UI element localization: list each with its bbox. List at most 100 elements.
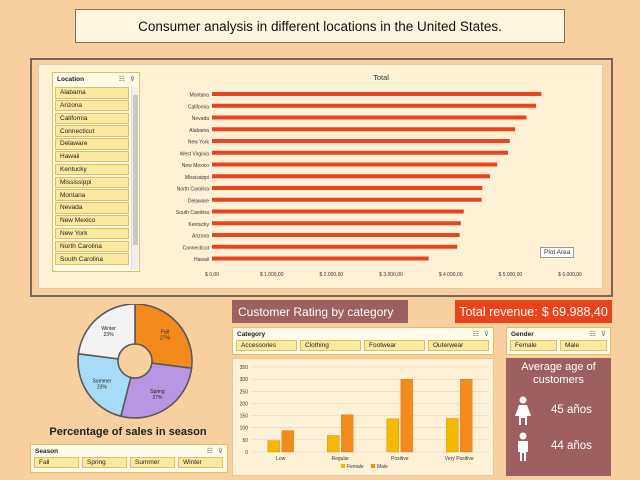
slicer-item-north-carolina[interactable]: North Carolina	[55, 240, 129, 253]
bar-category-label: Delaware	[188, 198, 209, 204]
multi-select-icon[interactable]: ☷	[206, 448, 213, 455]
bar	[212, 103, 536, 108]
average-age-panel: Average age of customers 45 años 44 años	[506, 358, 611, 476]
slicer-item-mississippi[interactable]: Mississippi	[55, 176, 129, 189]
slicer-item-connecticut[interactable]: Connecticut	[55, 125, 129, 137]
slicer-item-male[interactable]: Male	[560, 340, 607, 351]
bar	[212, 256, 429, 261]
slicer-item-summer[interactable]: Summer	[130, 457, 175, 468]
total-revenue-label: Total revenue: $ 69.988,40	[455, 300, 612, 323]
bar	[212, 209, 464, 214]
bar-category-label: Nevada	[192, 116, 209, 122]
y-tick-label: 150	[240, 414, 249, 420]
slicer-item-alabama[interactable]: Alabama	[55, 87, 129, 99]
donut-slice	[119, 362, 193, 419]
bar	[212, 174, 491, 179]
slicer-item-montana[interactable]: Montana	[55, 189, 129, 201]
female-average-age: 45 años	[551, 404, 592, 416]
x-tick-label: $ 0,00	[205, 272, 219, 278]
slicer-item-south-carolina[interactable]: South Carolina	[55, 253, 129, 265]
bar	[212, 221, 461, 226]
x-tick-label: $ 5.000,00	[499, 272, 523, 278]
column-bar	[341, 414, 354, 453]
y-tick-label: 0	[245, 450, 248, 456]
legend-swatch	[341, 464, 345, 468]
donut-slice	[134, 304, 193, 370]
donut-slice-label: Fall	[161, 330, 169, 336]
donut-slice-percent: 23%	[104, 332, 115, 338]
legend-label: Female	[347, 464, 364, 470]
donut-slice	[77, 352, 132, 418]
column-bar	[386, 418, 399, 453]
bar	[212, 92, 542, 96]
x-category-label: Very Positive	[445, 456, 474, 462]
slicer-item-accessories[interactable]: Accessories	[236, 340, 297, 351]
bar	[212, 244, 458, 249]
revenue-caption: Total revenue:	[459, 304, 538, 319]
average-age-title: Average age of customers	[521, 361, 596, 386]
scrollbar-thumb[interactable]	[133, 95, 138, 245]
bar	[212, 150, 508, 155]
donut-slice-label: Winter	[101, 326, 116, 332]
column-bar	[281, 430, 294, 453]
bar-category-label: Mississippi	[185, 175, 209, 181]
slicer-item-kentucky[interactable]: Kentucky	[55, 163, 129, 176]
slicer-item-delaware[interactable]: Delaware	[55, 138, 129, 150]
clear-filter-icon[interactable]: ⊽	[483, 331, 489, 338]
multi-select-icon[interactable]: ☷	[118, 76, 125, 83]
customer-rating-label: Customer Rating by category	[232, 300, 408, 323]
x-tick-label: $ 3.000,00	[379, 272, 403, 278]
slicer-item-arizona[interactable]: Arizona	[55, 99, 129, 112]
slicer-item-hawaii[interactable]: Hawaii	[55, 150, 129, 163]
legend-label: Male	[377, 464, 388, 470]
slicer-item-footwear[interactable]: Footwear	[364, 340, 425, 351]
slicer-item-new-mexico[interactable]: New Mexico	[55, 214, 129, 227]
bar	[212, 162, 498, 167]
location-slicer[interactable]: Location ☷ ⊽ Alabama Arizona California …	[52, 72, 140, 272]
bar-category-label: South Carolina	[176, 210, 209, 216]
plot-area-tooltip: Plot Area	[540, 247, 575, 258]
clear-filter-icon[interactable]: ⊽	[217, 448, 223, 455]
bar-category-label: Montana	[190, 93, 210, 99]
revenue-value: $ 69.988,40	[541, 304, 608, 319]
clear-filter-icon[interactable]: ⊽	[600, 331, 606, 338]
gender-slicer-header: Gender ☷ ⊽	[507, 328, 610, 340]
male-person-icon	[518, 432, 528, 461]
column-bar	[327, 435, 340, 453]
dashboard-title: Consumer analysis in different locations…	[75, 9, 565, 43]
slicer-item-winter[interactable]: Winter	[178, 457, 223, 468]
multi-select-icon[interactable]: ☷	[472, 331, 479, 338]
category-slicer[interactable]: Category ☷ ⊽ Accessories Clothing Footwe…	[232, 327, 494, 355]
column-bar	[400, 378, 413, 453]
slicer-item-clothing[interactable]: Clothing	[300, 340, 361, 351]
season-slicer[interactable]: Season ☷ ⊽ Fall Spring Summer Winter	[30, 444, 228, 473]
x-category-label: Regular	[331, 456, 349, 462]
x-category-label: Positive	[391, 456, 409, 462]
slicer-item-nevada[interactable]: Nevada	[55, 202, 129, 214]
location-slicer-scrollbar[interactable]	[131, 87, 138, 270]
slicer-item-female[interactable]: Female	[510, 340, 557, 351]
bar	[212, 115, 527, 120]
multi-select-icon[interactable]: ☷	[589, 331, 596, 338]
slicer-item-spring[interactable]: Spring	[82, 457, 127, 468]
slicer-item-new-york[interactable]: New York	[55, 227, 129, 240]
bar	[212, 233, 460, 237]
slicer-item-california[interactable]: California	[55, 112, 129, 125]
column-bar	[460, 378, 473, 453]
category-slicer-title: Category	[237, 330, 266, 338]
gender-slicer[interactable]: Gender ☷ ⊽ Female Male	[506, 327, 611, 355]
bar-category-label: New Mexico	[182, 163, 209, 169]
donut-slice-percent: 27%	[160, 336, 171, 342]
clear-filter-icon[interactable]: ⊽	[129, 76, 135, 83]
bar	[212, 197, 482, 202]
female-person-icon	[515, 396, 531, 425]
donut-slice-label: Spring	[150, 389, 165, 395]
bar	[212, 186, 483, 190]
slicer-item-fall[interactable]: Fall	[34, 457, 79, 468]
donut-slice	[77, 304, 136, 360]
bar-category-label: New York	[188, 140, 210, 146]
donut-slice-percent: 27%	[152, 395, 163, 401]
y-tick-label: 350	[240, 365, 249, 371]
slicer-item-outerwear[interactable]: Outerwear	[428, 340, 489, 351]
